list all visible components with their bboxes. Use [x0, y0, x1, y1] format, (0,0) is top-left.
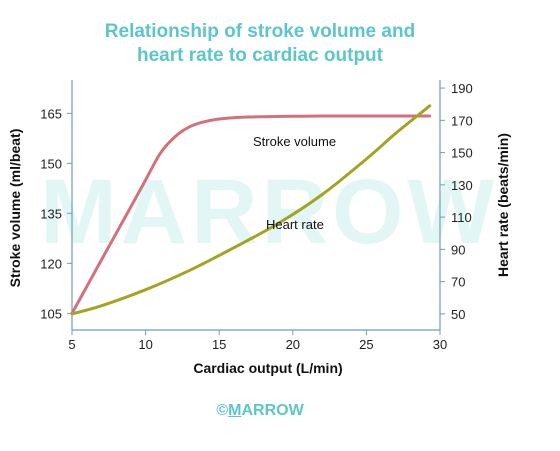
x-tick-label: 5 [68, 337, 75, 352]
y2-tick-label: 90 [451, 242, 465, 257]
series-line-heart-rate [70, 104, 432, 316]
y-axis-label: Stroke volume (ml/beat) [7, 129, 23, 288]
x-tick-label: 20 [286, 337, 300, 352]
annotation-stroke-volume: Stroke volume [253, 134, 336, 149]
y-tick-label: 135 [40, 206, 62, 221]
x-tick-label: 25 [359, 337, 373, 352]
y-tick-label: 120 [40, 256, 62, 271]
y2-tick-label: 130 [451, 178, 473, 193]
x-tick-label: 15 [212, 337, 226, 352]
y2-tick-label: 70 [451, 275, 465, 290]
watermark: MARROW [40, 161, 499, 263]
y2-tick-label: 110 [451, 210, 472, 225]
y-tick-label: 165 [40, 106, 62, 121]
footer-brand: ©MARROW [216, 402, 304, 419]
x-tick-label: 10 [138, 337, 152, 352]
y2-tick-label: 190 [451, 81, 473, 96]
x-axis-label: Cardiac output (L/min) [193, 360, 342, 376]
title-line-1: Relationship of stroke volume and [104, 21, 416, 42]
annotation-heart-rate: Heart rate [266, 217, 324, 232]
y-tick-label: 105 [40, 306, 62, 321]
chart-title: Relationship of stroke volume and heart … [0, 20, 520, 68]
y2-tick-label: 50 [451, 307, 465, 322]
y2-axis-label: Heart rate (beats/min) [495, 133, 511, 277]
x-tick-label: 30 [433, 337, 447, 352]
y2-tick-label: 170 [451, 113, 473, 128]
y-tick-label: 150 [40, 156, 62, 171]
y2-tick-label: 150 [451, 146, 473, 161]
series-line-stroke-volume [70, 114, 432, 315]
title-line-2: heart rate to cardiac output [137, 45, 383, 66]
